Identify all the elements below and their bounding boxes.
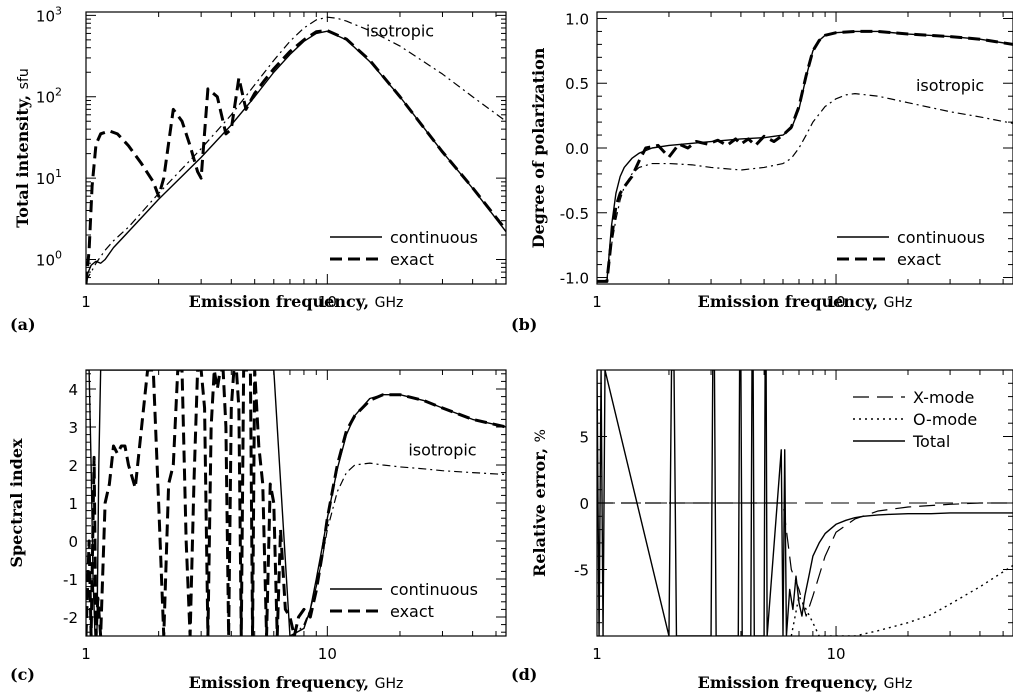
legend-label: exact xyxy=(390,602,434,621)
series-exact xyxy=(86,29,506,284)
x-tick-label: 1 xyxy=(592,293,602,311)
y-tick-label: 101 xyxy=(36,167,62,188)
legend: continuous exact xyxy=(330,228,478,269)
y-tick-label: -1 xyxy=(63,571,78,589)
series-total xyxy=(597,370,1013,636)
y-tick-label: 1 xyxy=(68,495,78,513)
y-axis-label: Spectral index xyxy=(7,438,26,568)
legend: continuous exact xyxy=(330,580,478,621)
legend-label: continuous xyxy=(390,228,478,247)
y-tick-label: -1.0 xyxy=(560,270,589,288)
y-tick-label: 2 xyxy=(68,457,78,475)
y-tick-label: -2 xyxy=(63,609,78,627)
panel-a: 1 10 100 101 102 103 isotropic continuous exact T… xyxy=(10,4,507,334)
plot-frame xyxy=(85,11,507,285)
y-axis-label: Relative error, % xyxy=(530,429,549,577)
y-tick-label: 1.0 xyxy=(565,10,589,28)
y-axis-label: Degree of polarization xyxy=(529,47,548,248)
y-tick-label: 3 xyxy=(68,419,78,437)
x-axis-label: Emission frequency, GHz xyxy=(698,673,913,692)
series-exact xyxy=(597,29,1013,283)
annotation-text: isotropic xyxy=(408,441,476,460)
legend: continuous exact xyxy=(837,228,985,269)
panel-b: 1 10 -1.0 -0.5 0.0 0.5 1.0 isotropic continuous e… xyxy=(511,10,1013,334)
panel-c: 1 10 -2 -1 0 1 2 3 4 isotropic continuous exact Spec… xyxy=(7,369,507,692)
panel-label: (d) xyxy=(511,665,537,684)
y-tick-label: 103 xyxy=(36,4,62,25)
y-tick-label: 100 xyxy=(36,249,62,270)
series-exact xyxy=(86,370,506,636)
legend-label: continuous xyxy=(897,228,985,247)
x-axis-label: Emission frequency, GHz xyxy=(698,292,913,311)
y-tick-label: -0.5 xyxy=(560,205,589,223)
x-axis-label: Emission frequency, GHz xyxy=(189,292,404,311)
x-tick-label: 10 xyxy=(318,645,337,663)
x-tick-label: 1 xyxy=(81,293,91,311)
y-tick-label: 0.0 xyxy=(565,140,589,158)
panel-label: (c) xyxy=(10,665,35,684)
series-isotropic xyxy=(86,16,506,281)
y-tick-label: 0.5 xyxy=(565,75,589,93)
x-tick-label: 10 xyxy=(826,293,845,311)
y-tick-label: -5 xyxy=(574,562,589,580)
series-isotropic xyxy=(597,93,1013,283)
x-tick-label: 10 xyxy=(318,293,337,311)
legend-label: exact xyxy=(897,250,941,269)
legend-label: exact xyxy=(390,250,434,269)
x-tick-label: 1 xyxy=(81,645,91,663)
y-tick-label: 5 xyxy=(579,429,589,447)
annotation-text: isotropic xyxy=(366,21,434,40)
y-tick-label: 102 xyxy=(36,86,62,107)
legend-label: Total xyxy=(912,432,950,451)
y-tick-label: 4 xyxy=(68,381,78,399)
annotation-text: isotropic xyxy=(916,76,984,95)
y-tick-label: 0 xyxy=(68,533,78,551)
legend: X-mode O-mode Total xyxy=(853,388,977,451)
y-tick-label: 0 xyxy=(579,495,589,513)
x-tick-label: 10 xyxy=(826,645,845,663)
panel-label: (a) xyxy=(10,315,36,334)
panel-label: (b) xyxy=(511,315,537,334)
series-o-mode xyxy=(790,564,1013,636)
x-tick-label: 1 xyxy=(592,645,602,663)
x-axis-label: Emission frequency, GHz xyxy=(189,673,404,692)
legend-label: O-mode xyxy=(913,410,977,429)
legend-label: X-mode xyxy=(913,388,974,407)
y-axis-label: Total intensity, sfu xyxy=(13,68,32,228)
legend-label: continuous xyxy=(390,580,478,599)
panel-d: 1 10 -5 0 5 X-mode O-mode Total Relative error, … xyxy=(511,369,1013,692)
